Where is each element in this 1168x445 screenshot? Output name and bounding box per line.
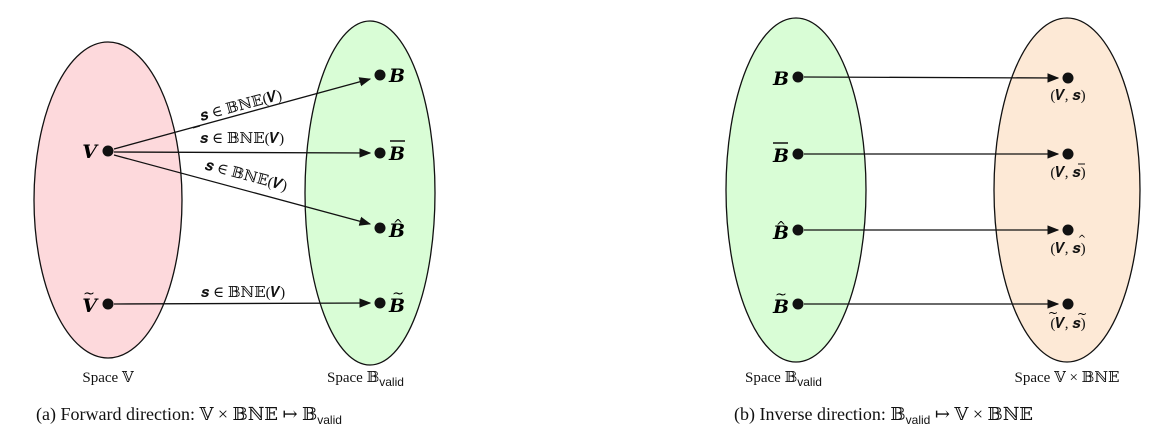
tilde-accent: ~ <box>1077 307 1087 321</box>
node-b-bar-label: B <box>388 143 405 165</box>
node-b-hat <box>374 222 386 234</box>
node-v-tilde-label: V <box>82 295 99 317</box>
panel-b: B B B ^ B ~ (𝑽, 𝒔) (𝑽, 𝒔) (𝑽, 𝒔) ^ (𝑽, 𝒔… <box>725 17 1141 427</box>
node-t2-label: (𝑽, 𝒔) <box>1050 165 1085 181</box>
caption-a: (a) Forward direction: 𝕍 × 𝔹ℕ𝔼 ↦ 𝔹valid <box>36 404 342 427</box>
node-b-tilde-label: B <box>388 295 405 317</box>
edge-v-b-hat <box>113 154 372 226</box>
node-b-bar-label: B <box>772 145 789 167</box>
node-b-tilde <box>374 297 386 309</box>
node-t3 <box>1062 224 1074 236</box>
edge-v-b <box>113 77 372 150</box>
edge-label-s-bar: 𝒔 ∈ 𝔹ℕ𝔼(𝑽) <box>200 131 284 147</box>
space-v-label: Space 𝕍 <box>82 370 134 386</box>
tilde-accent: ~ <box>83 286 95 302</box>
caption-b: (b) Inverse direction: 𝔹valid ↦ 𝕍 × 𝔹ℕ𝔼 <box>734 404 1033 427</box>
node-b-hat-label: B <box>388 220 405 242</box>
hat-accent: ^ <box>393 217 403 231</box>
tilde-accent: ~ <box>775 287 787 303</box>
node-t4 <box>1062 298 1074 310</box>
edge-label-s-hat: 𝒔 ∈ 𝔹ℕ𝔼(𝑽) <box>203 158 289 195</box>
edge-label-s-tilde: 𝒔 ∈ 𝔹ℕ𝔼(𝑽) <box>201 285 285 301</box>
node-b <box>792 71 804 83</box>
node-b <box>374 69 386 81</box>
node-v <box>102 145 114 157</box>
tilde-accent: ~ <box>392 286 404 302</box>
edge-label-s: 𝒔 ∈ 𝔹ℕ𝔼(𝑽) <box>198 88 284 125</box>
node-b-label: B <box>772 68 789 90</box>
space-b-valid-ellipse <box>725 17 867 363</box>
panel-a: V V ~ B B B ^ B ~ 𝒔 ∈ 𝔹ℕ𝔼(𝑽) 𝒔 ∈ 𝔹ℕ𝔼(𝑽) … <box>33 20 436 427</box>
node-b-hat <box>792 224 804 236</box>
node-b-label: B <box>388 65 405 87</box>
edge-v-tilde-b-tilde <box>113 298 372 308</box>
node-b-bar <box>792 148 804 160</box>
node-v-label: V <box>82 141 99 163</box>
space-b-valid-label: Space 𝔹valid <box>327 370 404 389</box>
bar-accent <box>192 125 201 129</box>
space-b-valid-ellipse <box>304 20 436 366</box>
space-v-ellipse <box>33 41 183 359</box>
node-t1-label: (𝑽, 𝒔) <box>1050 88 1085 104</box>
node-b-tilde <box>792 298 804 310</box>
edge-v-b-bar <box>113 148 372 158</box>
node-b-hat-label: B <box>772 222 789 244</box>
space-b-valid-label: Space 𝔹valid <box>745 370 822 389</box>
hat-accent: ^ <box>1078 234 1086 245</box>
node-v-tilde <box>102 298 114 310</box>
tilde-accent: ~ <box>1048 306 1058 320</box>
node-b-bar <box>374 147 386 159</box>
node-t3-label: (𝑽, 𝒔) <box>1050 241 1085 257</box>
node-b-tilde-label: B <box>772 296 789 318</box>
node-t4-label: (𝑽, 𝒔) <box>1050 316 1085 332</box>
space-v-bne-ellipse <box>993 17 1141 363</box>
node-t2 <box>1062 148 1074 160</box>
edge-b-t1 <box>803 73 1060 83</box>
space-v-bne-label: Space 𝕍 × 𝔹ℕ𝔼 <box>1015 370 1120 386</box>
hat-accent: ^ <box>776 219 786 233</box>
node-t1 <box>1062 72 1074 84</box>
